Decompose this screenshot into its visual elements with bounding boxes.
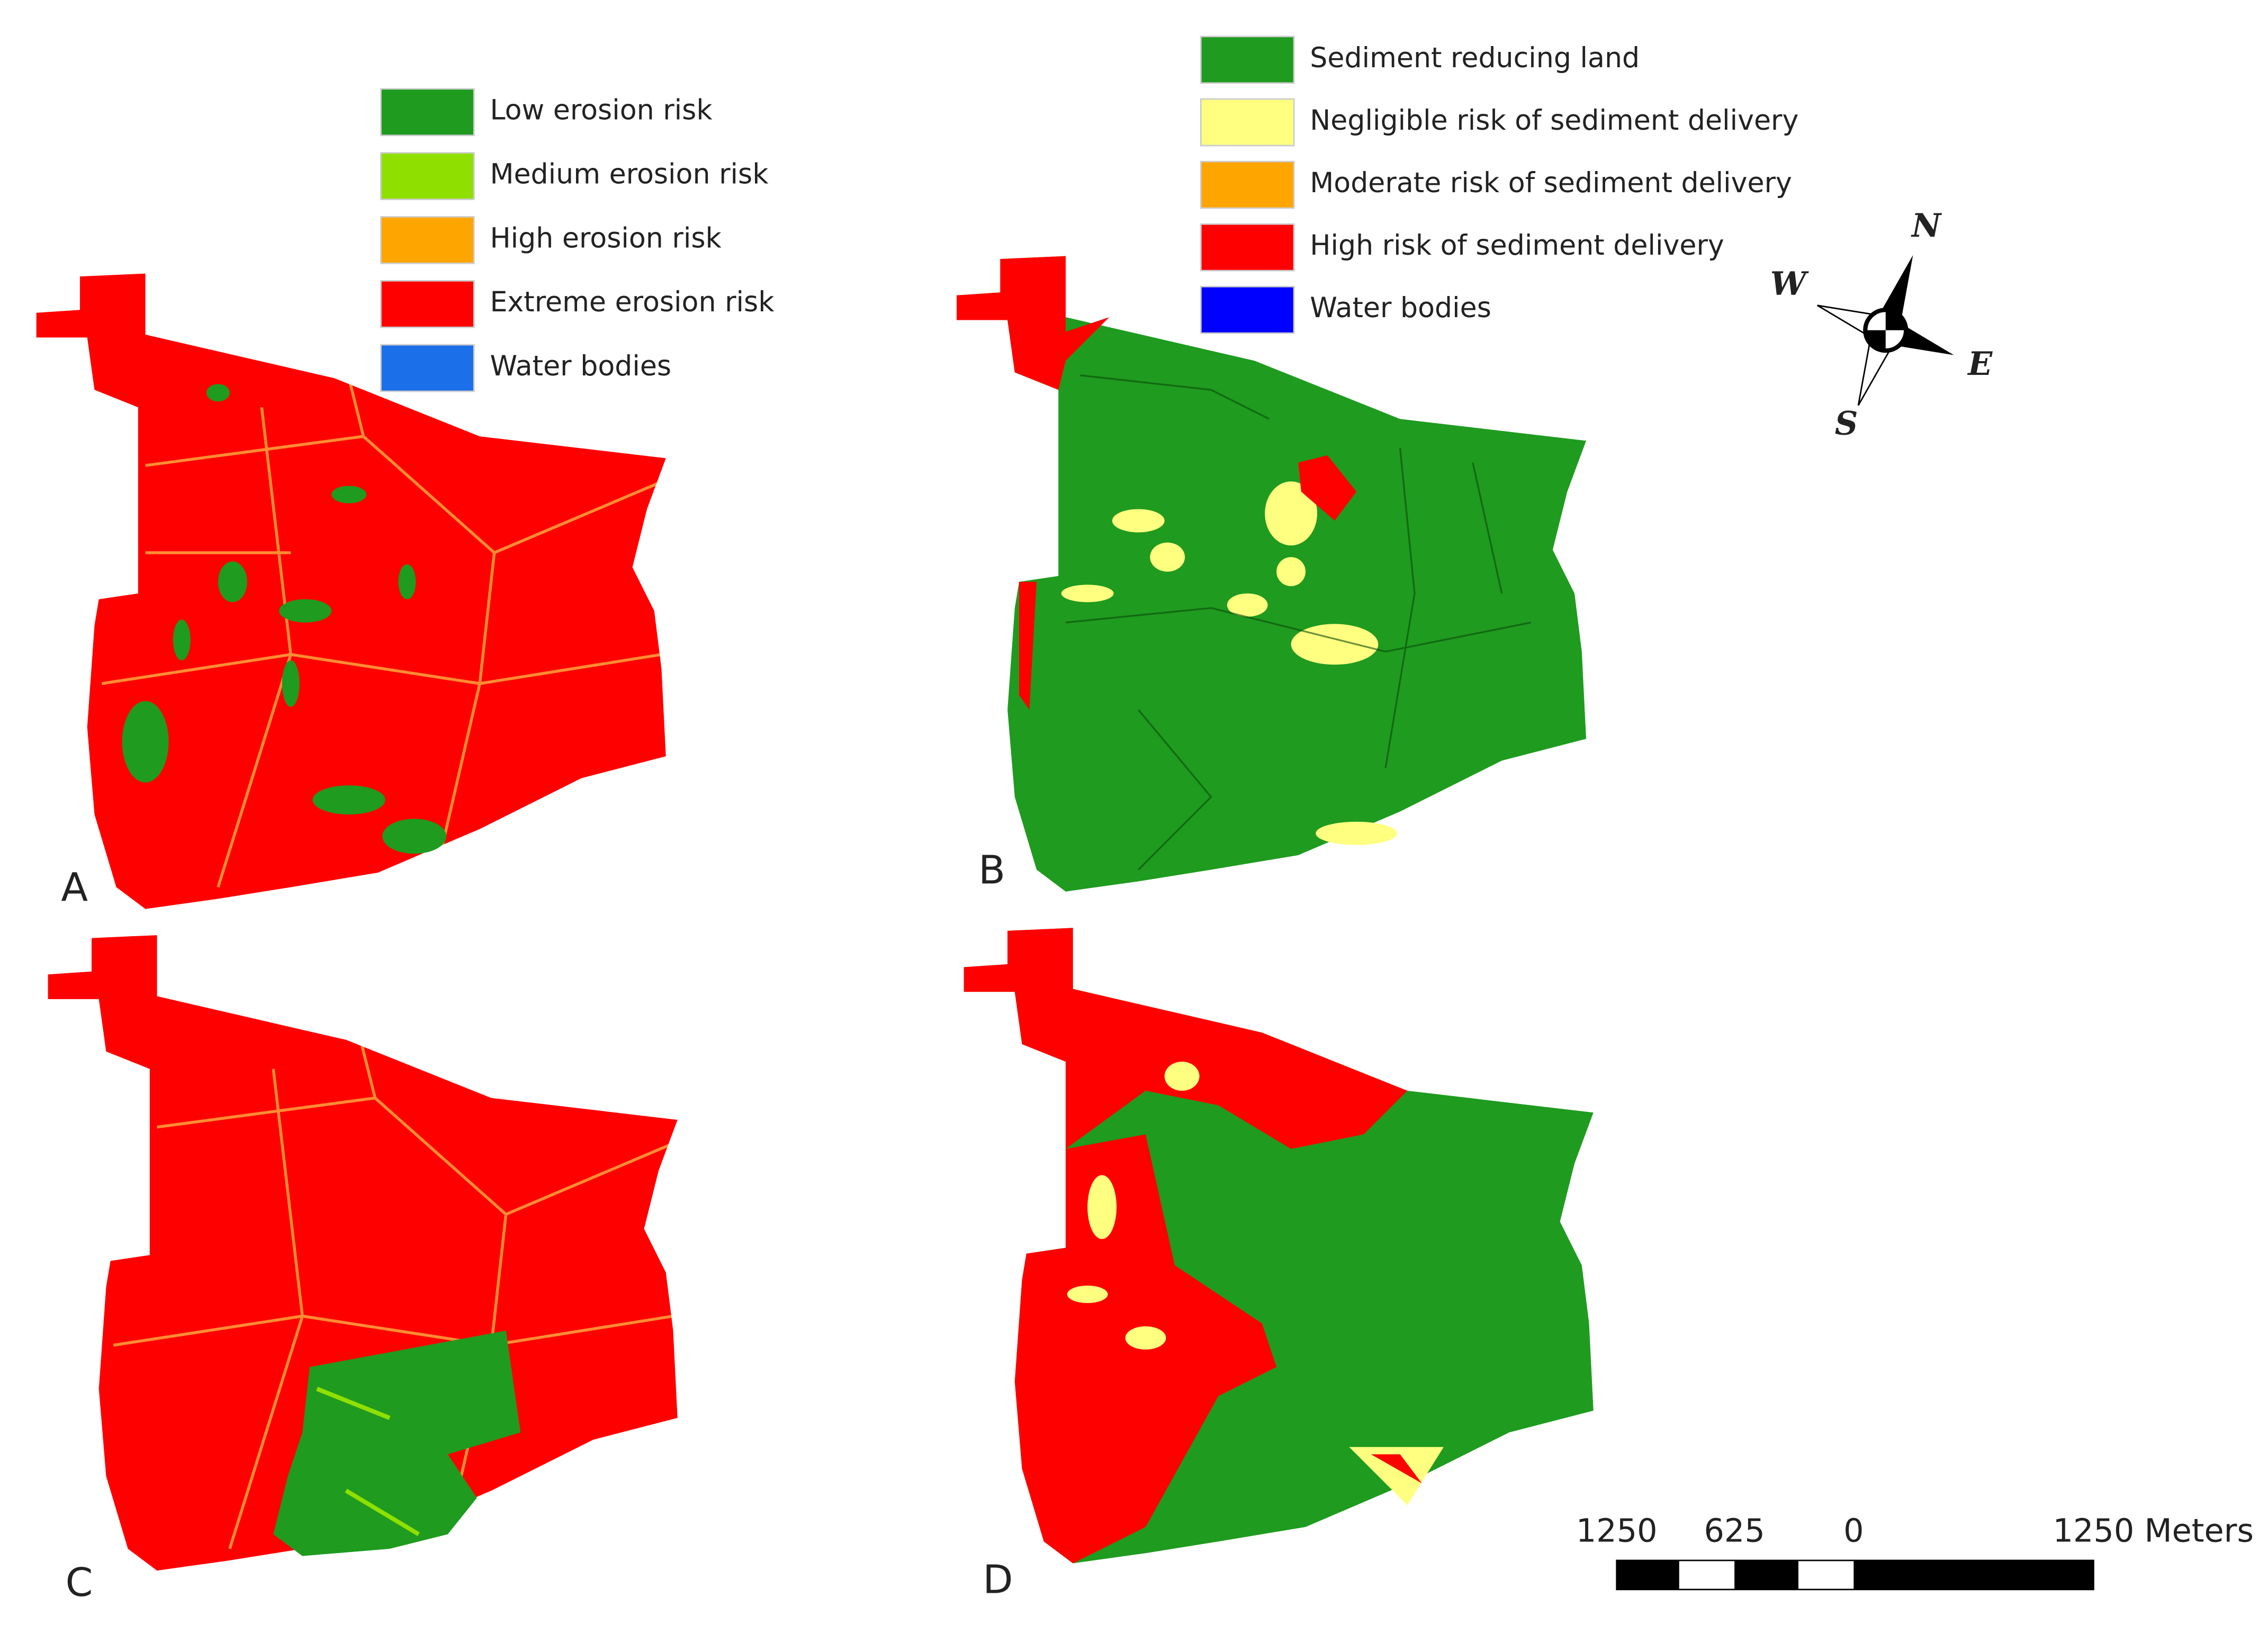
- legend-swatch: [1200, 98, 1295, 147]
- legend-label: Water bodies: [1310, 292, 1491, 324]
- map-d: [964, 928, 1594, 1564]
- legend-label: Extreme erosion risk: [490, 286, 775, 318]
- legend-label: High risk of sediment delivery: [1310, 230, 1724, 262]
- panel-label: A: [61, 865, 88, 910]
- legend-swatch: [380, 88, 475, 137]
- legend-label: Water bodies: [490, 351, 671, 382]
- legend-label: Low erosion risk: [490, 95, 713, 127]
- map-a: [36, 273, 666, 909]
- compass: [1817, 255, 1954, 406]
- legend-label: Medium erosion risk: [490, 159, 769, 191]
- legend-swatch: [380, 280, 475, 328]
- scale-bar: [1616, 1559, 2094, 1591]
- compass-letter: W: [1770, 265, 1809, 303]
- compass-letter: S: [1835, 405, 1858, 442]
- panel-label: B: [978, 847, 1005, 893]
- panel-label: D: [983, 1557, 1013, 1603]
- scale-label: 0: [1843, 1512, 1864, 1549]
- map-c: [48, 935, 678, 1571]
- legend-swatch: [380, 344, 475, 392]
- scale-label: 625: [1704, 1512, 1765, 1549]
- legend-swatch: [380, 216, 475, 264]
- legend-label: Sediment reducing land: [1310, 42, 1640, 74]
- legend-label: Moderate risk of sediment delivery: [1310, 167, 1792, 199]
- legend-swatch: [380, 152, 475, 200]
- legend-swatch: [1200, 223, 1295, 272]
- legend-swatch: [1200, 35, 1295, 84]
- scale-label: 1250: [1576, 1512, 1658, 1549]
- legend-label: High erosion risk: [490, 222, 722, 254]
- compass-letter: N: [1911, 207, 1942, 245]
- map-b: [956, 256, 1587, 892]
- legend-swatch: [1200, 160, 1295, 209]
- legend-label: Negligible risk of sediment delivery: [1310, 105, 1798, 137]
- legend-swatch: [1200, 285, 1295, 334]
- scale-label: 1250 Meters: [2053, 1512, 2254, 1549]
- panel-label: C: [66, 1560, 93, 1605]
- compass-letter: E: [1967, 345, 1993, 383]
